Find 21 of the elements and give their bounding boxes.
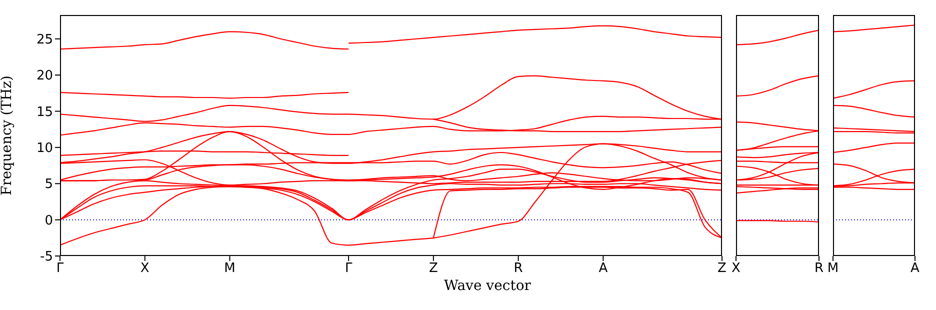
x-tick-label: Z [428,261,438,276]
y-tick-label: 0 [44,213,53,228]
x-tick-label: A [910,261,920,276]
x-tick-label: M [224,261,236,276]
y-tick-label: 25 [36,32,53,48]
x-tick-label: Γ [56,261,64,276]
x-axis-title: Wave vector [443,278,532,294]
y-axis-title: Frequency (THz) [0,75,15,196]
x-tick-label: R [514,261,523,276]
x-tick-label: M [827,261,839,276]
x-tick-label: X [732,261,741,276]
x-tick-label: R [814,261,824,276]
x-tick-label: X [140,261,150,276]
x-tick-label: Γ [344,261,353,276]
y-tick-label: 10 [36,141,53,156]
y-tick-label: -5 [40,250,53,265]
y-tick-label: 15 [36,104,53,120]
y-tick-label: 5 [44,177,53,192]
y-tick-label: 20 [36,68,53,84]
x-tick-label: Z [718,261,727,276]
x-tick-label: A [598,261,608,276]
